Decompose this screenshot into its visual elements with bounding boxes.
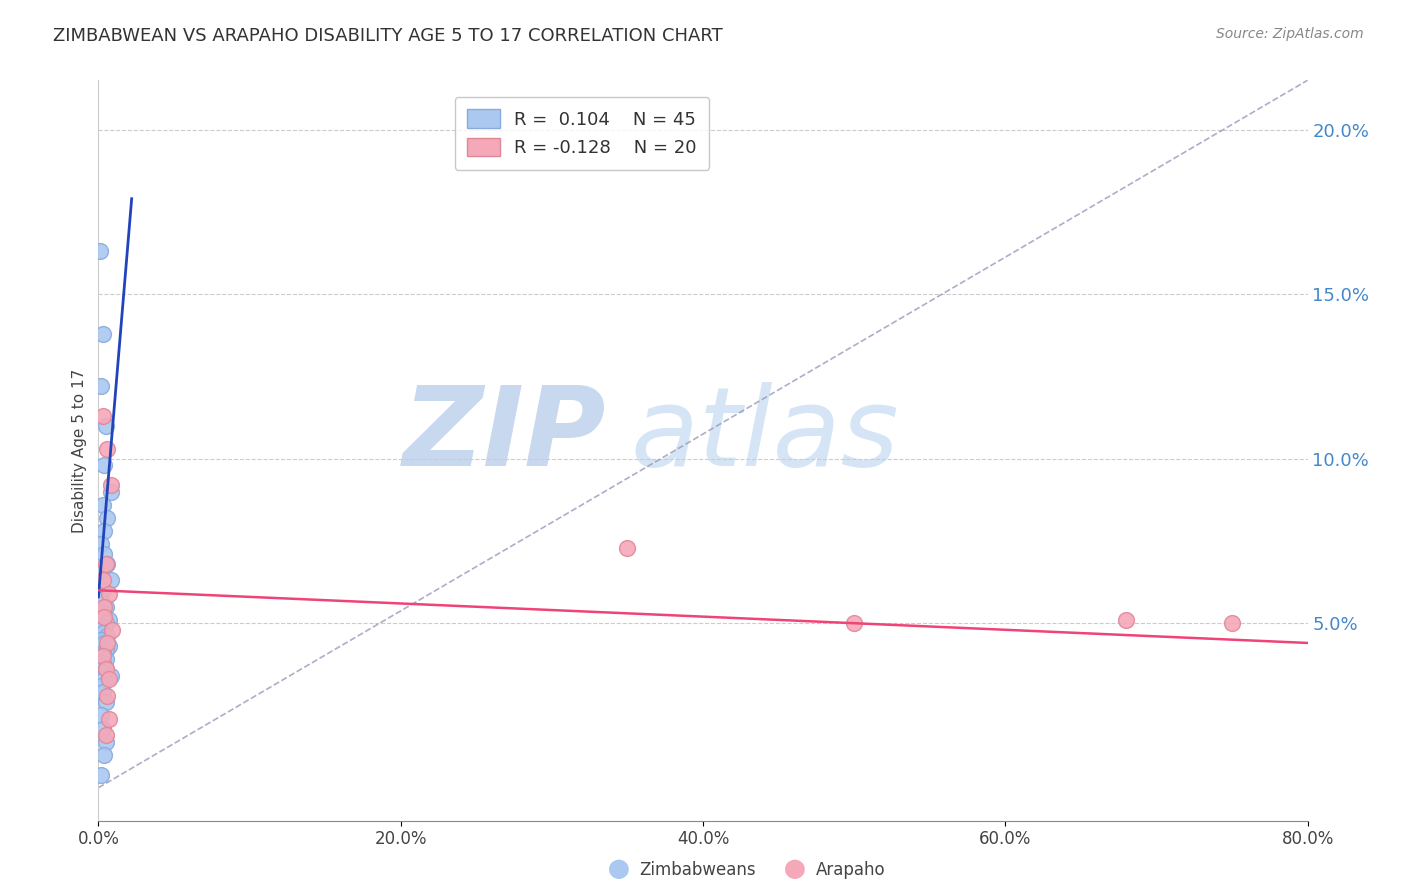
Point: [100, 574, 122, 588]
Point: [90, 659, 112, 673]
Point: [91, 646, 114, 660]
Text: ZIMBABWEAN VS ARAPAHO DISABILITY AGE 5 TO 17 CORRELATION CHART: ZIMBABWEAN VS ARAPAHO DISABILITY AGE 5 T…: [53, 27, 723, 45]
Point: [94, 734, 117, 748]
Point: [90, 767, 112, 781]
Text: ⬤: ⬤: [607, 860, 630, 880]
Point: [90, 609, 112, 624]
Point: [96, 629, 118, 643]
Text: Source: ZipAtlas.com: Source: ZipAtlas.com: [1216, 27, 1364, 41]
Point: [96, 689, 118, 703]
Point: [94, 652, 117, 666]
Point: [100, 478, 122, 492]
Point: [98, 613, 121, 627]
Legend: R =  0.104    N = 45, R = -0.128    N = 20: R = 0.104 N = 45, R = -0.128 N = 20: [454, 96, 710, 169]
Point: [91, 326, 114, 341]
Point: [91, 685, 114, 699]
Point: [91, 409, 114, 423]
Text: Arapaho: Arapaho: [815, 861, 886, 879]
Point: [91, 583, 114, 598]
Point: [90, 593, 112, 607]
Point: [90, 632, 112, 647]
Point: [94, 418, 117, 433]
Point: [94, 728, 117, 742]
Text: ZIP: ZIP: [402, 382, 606, 489]
Point: [93, 747, 115, 762]
Point: [90, 623, 112, 637]
Point: [100, 669, 122, 683]
Point: [91, 626, 114, 640]
Point: [90, 564, 112, 578]
Point: [1115, 613, 1137, 627]
Point: [93, 599, 115, 614]
Point: [90, 537, 112, 551]
Point: [94, 662, 117, 676]
Point: [98, 712, 121, 726]
Point: [96, 636, 118, 650]
Point: [93, 609, 115, 624]
Point: [91, 574, 114, 588]
Point: [94, 599, 117, 614]
Point: [94, 662, 117, 676]
Point: [91, 607, 114, 621]
Point: [93, 636, 115, 650]
Text: Zimbabweans: Zimbabweans: [640, 861, 756, 879]
Point: [91, 656, 114, 670]
Point: [94, 695, 117, 709]
Point: [96, 557, 118, 571]
Point: [844, 616, 866, 631]
Point: [94, 642, 117, 657]
Point: [1220, 616, 1243, 631]
Point: [89, 244, 111, 259]
Point: [90, 679, 112, 693]
Point: [93, 619, 115, 633]
Point: [96, 442, 118, 456]
Point: [98, 586, 121, 600]
Point: [101, 623, 124, 637]
Point: [98, 672, 121, 686]
Point: [616, 541, 638, 555]
Point: [90, 708, 112, 723]
Text: ⬤: ⬤: [783, 860, 806, 880]
Point: [94, 616, 117, 631]
Point: [96, 511, 118, 525]
Point: [91, 649, 114, 664]
Text: atlas: atlas: [630, 382, 898, 489]
Point: [98, 639, 121, 653]
Point: [91, 722, 114, 736]
Point: [100, 484, 122, 499]
Point: [90, 379, 112, 393]
Point: [93, 458, 115, 473]
Point: [93, 524, 115, 538]
Point: [93, 672, 115, 686]
Y-axis label: Disability Age 5 to 17: Disability Age 5 to 17: [72, 368, 87, 533]
Point: [91, 498, 114, 512]
Point: [90, 649, 112, 664]
Point: [93, 547, 115, 561]
Point: [94, 557, 117, 571]
